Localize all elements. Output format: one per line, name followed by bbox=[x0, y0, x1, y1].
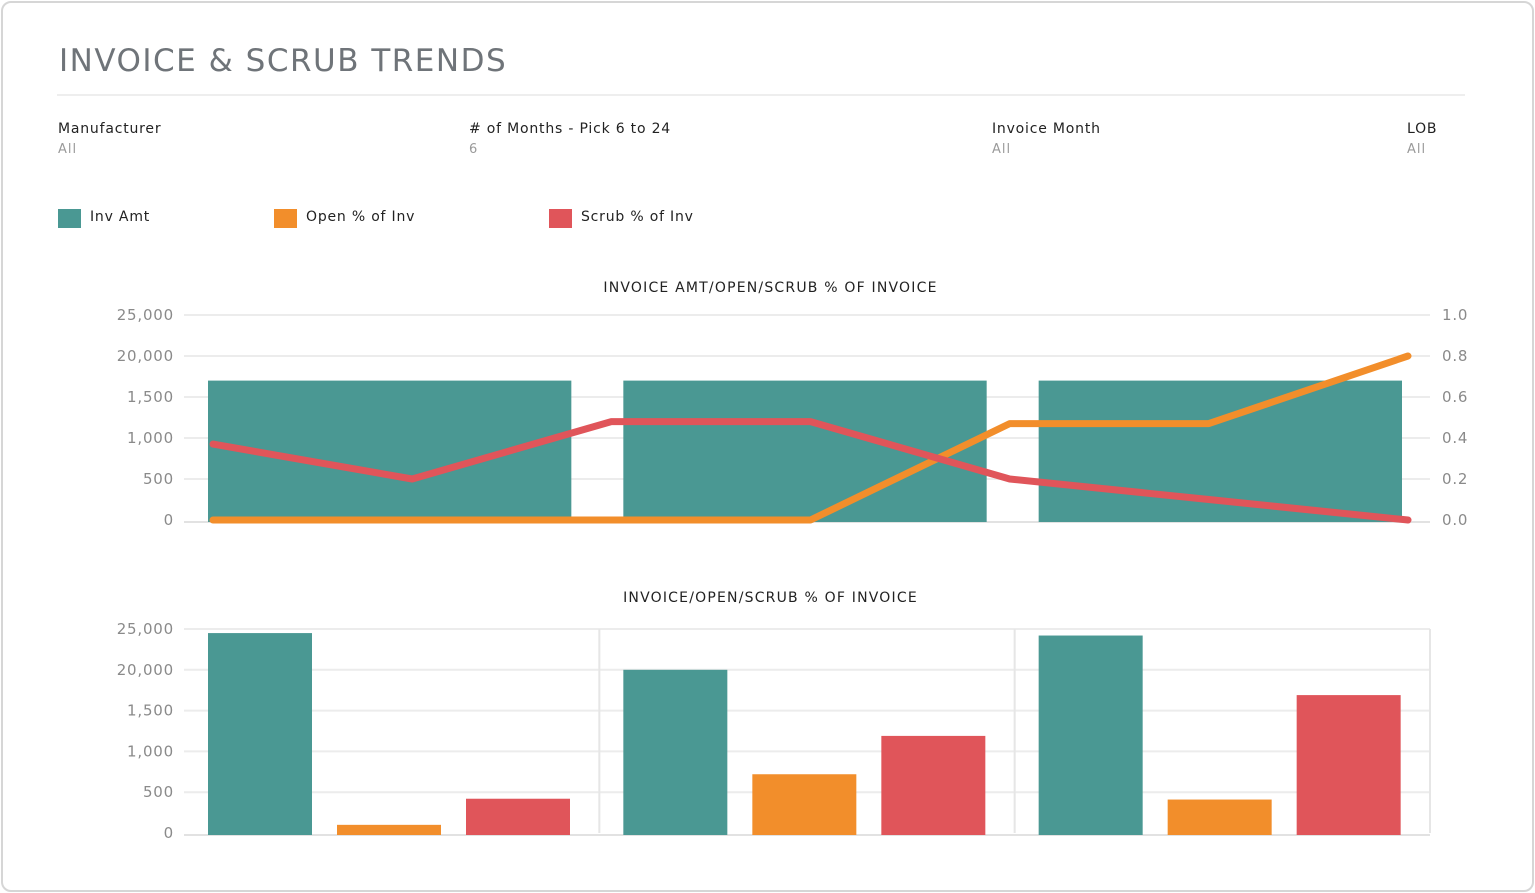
filter-lob-value[interactable]: All bbox=[1407, 142, 1427, 157]
legend-label-open-pct: Open % of Inv bbox=[306, 209, 416, 225]
y-tick-label: 25,000 bbox=[117, 620, 174, 638]
filter-invoice-month-label: Invoice Month bbox=[992, 121, 1101, 137]
filter-invoice-month[interactable]: Invoice Month All bbox=[992, 121, 1101, 157]
filter-lob[interactable]: LOB All bbox=[1407, 121, 1437, 157]
bar-scrub-pct bbox=[881, 735, 986, 835]
filter-months-value[interactable]: 6 bbox=[469, 142, 479, 157]
chart-2-grouped-bar: 0 500 1,000 1,500 20,000 25,000 bbox=[117, 620, 1431, 842]
y2-tick-label: 1.0 bbox=[1442, 306, 1468, 324]
bar-open-pct bbox=[337, 824, 441, 835]
filter-invoice-month-value[interactable]: All bbox=[992, 142, 1012, 157]
filter-manufacturer-value[interactable]: All bbox=[58, 142, 78, 157]
line-open-pct bbox=[209, 352, 1412, 524]
chart-1-combo: 0 0.0 500 0.2 1,000 0.4 1,500 0.6 20,000 0.8 25,00… bbox=[117, 306, 1468, 529]
chart-2-title: INVOICE/OPEN/SCRUB % OF INVOICE bbox=[623, 590, 918, 606]
filter-months[interactable]: # of Months - Pick 6 to 24 6 bbox=[469, 121, 671, 157]
y-tick-label: 500 bbox=[143, 783, 174, 801]
page-title: INVOICE & SCRUB TRENDS bbox=[59, 43, 508, 79]
chart-1-title: INVOICE AMT/OPEN/SCRUB % OF INVOICE bbox=[603, 280, 938, 296]
line-scrub-pct bbox=[209, 418, 1412, 524]
y-tick-label: 20,000 bbox=[117, 347, 174, 365]
bar-inv-amt bbox=[1038, 635, 1143, 835]
legend-label-scrub-pct: Scrub % of Inv bbox=[581, 209, 694, 225]
y-tick-label: 20,000 bbox=[117, 661, 174, 679]
bar-scrub-pct bbox=[1296, 695, 1401, 835]
y-tick-label: 500 bbox=[143, 470, 174, 488]
y-tick-label: 1,500 bbox=[127, 702, 174, 720]
y2-tick-label: 0.8 bbox=[1442, 347, 1468, 365]
filter-months-label: # of Months - Pick 6 to 24 bbox=[469, 121, 672, 137]
y2-tick-label: 0.6 bbox=[1442, 388, 1468, 406]
bar-inv-amt bbox=[623, 669, 728, 835]
y-tick-label: 0 bbox=[164, 511, 174, 529]
y-tick-label: 1,000 bbox=[127, 429, 174, 447]
y-tick-label: 1,500 bbox=[127, 388, 174, 406]
bar-open-pct bbox=[1167, 799, 1272, 835]
y2-tick-label: 0.0 bbox=[1442, 511, 1468, 529]
filter-manufacturer-label: Manufacturer bbox=[58, 121, 162, 137]
y-tick-label: 25,000 bbox=[117, 306, 174, 324]
title-divider bbox=[57, 94, 1465, 96]
legend-label-inv-amt: Inv Amt bbox=[90, 209, 151, 225]
bar-open-pct bbox=[752, 774, 857, 835]
bar-scrub-pct bbox=[466, 798, 570, 835]
bar-inv-amt bbox=[208, 633, 312, 835]
legend-swatch-scrub-pct bbox=[549, 209, 572, 228]
y2-tick-label: 0.2 bbox=[1442, 470, 1468, 488]
y-tick-label: 1,000 bbox=[127, 742, 174, 760]
y-tick-label: 0 bbox=[164, 824, 174, 842]
filter-lob-label: LOB bbox=[1407, 121, 1438, 137]
filter-manufacturer[interactable]: Manufacturer All bbox=[58, 121, 161, 157]
legend-swatch-open-pct bbox=[274, 209, 297, 228]
legend-swatch-inv-amt bbox=[58, 209, 81, 228]
y2-tick-label: 0.4 bbox=[1442, 429, 1468, 447]
